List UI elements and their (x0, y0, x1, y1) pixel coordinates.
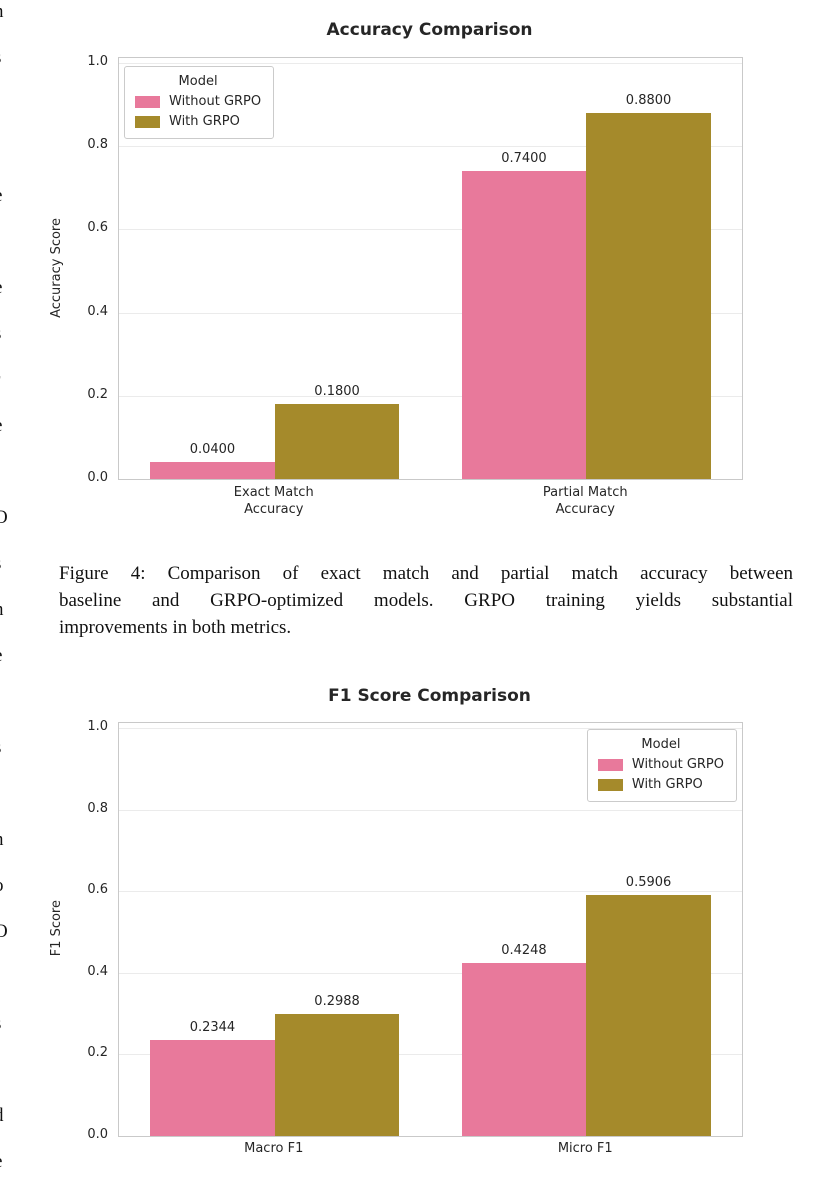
x-axis-category-labels: Macro F1 Micro F1 (118, 1141, 741, 1165)
legend-label: Without GRPO (169, 94, 262, 109)
legend-swatch-without-grpo (597, 758, 623, 771)
bar-value-label: 0.4248 (501, 942, 547, 958)
bar-with-grpo-exact-match-accuracy (274, 404, 400, 479)
bar-without-grpo-partial-match-accuracy (461, 171, 587, 479)
chart-title: F1 Score Comparison (328, 686, 531, 706)
category-label-macro-f1: Macro F1 (244, 1141, 304, 1156)
bar-value-label: 0.8800 (625, 92, 672, 108)
legend-swatch-with-grpo (597, 778, 623, 791)
y-axis-label: F1 Score (48, 900, 64, 957)
y-axis-ticks: 0.0 0.2 0.4 0.6 0.8 1.0 (66, 54, 108, 485)
legend-title: Model (178, 74, 218, 89)
gridline-0.4 (119, 312, 742, 314)
category-label-partial-match-accuracy: Partial Match Accuracy (542, 485, 628, 517)
margin-text-fragment: s (0, 1014, 1, 1033)
x-axis-category-labels: Exact Match Accuracy Partial Match Accuracy (118, 485, 741, 527)
margin-text-fragment: e (0, 416, 2, 435)
margin-text-fragment: O (0, 921, 8, 942)
bar-with-grpo-micro-f1 (586, 895, 711, 1136)
legend-label: Without GRPO (631, 757, 724, 772)
category-label-exact-match-accuracy: Exact Match Accuracy (233, 485, 314, 517)
legend-swatch-without-grpo (135, 95, 160, 108)
bar-with-grpo-partial-match-accuracy (586, 112, 711, 479)
chart-title: Accuracy Comparison (326, 20, 533, 40)
y-tick-label: 0.8 (87, 800, 108, 816)
bar-value-label: 0.1800 (314, 384, 360, 400)
bar-value-label: 0.0400 (189, 442, 236, 458)
margin-text-fragment: s (0, 324, 1, 343)
y-tick-label: 0.2 (87, 1045, 108, 1061)
margin-text-fragment: n (0, 600, 4, 619)
legend-label: With GRPO (169, 114, 240, 129)
gridline-0.8 (119, 146, 742, 148)
gridline-0.6 (119, 229, 742, 231)
legend-title: Model (641, 737, 681, 752)
gridline-0.8 (119, 809, 742, 811)
bar-value-label: 0.5906 (625, 875, 672, 891)
legend-item-without-grpo: Without GRPO (135, 94, 261, 109)
caption-line: baseline and GRPO-optimized models. GRPO… (59, 590, 793, 611)
bar-without-grpo-exact-match-accuracy (150, 462, 275, 479)
y-tick-label: 0.0 (87, 470, 108, 485)
margin-text-fragment: n (0, 2, 4, 21)
y-tick-label: 0.8 (87, 137, 108, 153)
y-axis-label: Accuracy Score (48, 217, 64, 318)
y-tick-label: 0.2 (87, 386, 108, 402)
margin-text-fragment: d (0, 1106, 4, 1125)
y-axis-label-wrap: F1 Score (46, 722, 66, 1135)
legend-item-with-grpo: With GRPO (135, 114, 261, 129)
gridline-1.0 (119, 63, 742, 64)
margin-text-fragment: e (0, 646, 2, 665)
y-tick-label: 0.6 (87, 220, 108, 236)
y-tick-label: 1.0 (87, 719, 108, 734)
y-tick-label: 0.4 (87, 963, 108, 979)
bar-value-label: 0.7400 (501, 151, 547, 167)
margin-text-fragment: s (0, 48, 1, 67)
gridline-0.4 (119, 972, 742, 974)
margin-text-fragment: s (0, 554, 1, 573)
gridline-1.0 (119, 728, 742, 729)
margin-text-fragment: e (0, 1152, 2, 1171)
gridline-0.2 (119, 395, 742, 397)
plot-area: 0.0400 0.7400 0.1800 0.8800 Model Without GRP… (118, 57, 743, 480)
y-tick-label: 1.0 (87, 54, 108, 69)
y-axis-ticks: 0.0 0.2 0.4 0.6 0.8 1.0 (66, 719, 108, 1142)
legend-swatch-with-grpo (135, 115, 160, 128)
figure-caption: Figure 4: Comparison of exact match and … (59, 560, 793, 641)
bar-with-grpo-macro-f1 (274, 1014, 400, 1136)
caption-line: Figure 4: Comparison of exact match and … (59, 563, 793, 584)
legend-label: With GRPO (631, 777, 703, 792)
legend-item-without-grpo: Without GRPO (597, 757, 724, 772)
bar-value-label: 0.2988 (314, 994, 360, 1010)
margin-text-fragment: O (0, 507, 8, 528)
margin-text-fragment: o (0, 876, 4, 895)
y-tick-label: 0.0 (87, 1127, 108, 1142)
category-label-micro-f1: Micro F1 (557, 1141, 613, 1156)
plot-area: 0.2344 0.4248 0.2988 0.5906 Model Without GRP… (118, 722, 743, 1137)
gridline-0.2 (119, 1054, 742, 1056)
margin-text-fragment: n (0, 830, 4, 849)
caption-line: improvements in both metrics. (59, 617, 292, 638)
gridline-0.6 (119, 891, 742, 893)
bar-without-grpo-micro-f1 (461, 962, 587, 1136)
legend: Model Without GRPO With GRPO (124, 66, 275, 139)
margin-text-fragment: e (0, 186, 2, 205)
y-tick-label: 0.4 (87, 303, 108, 319)
legend: Model Without GRPO With GRPO (586, 729, 737, 802)
y-tick-label: 0.6 (87, 882, 108, 898)
margin-text-fragment: e (0, 278, 2, 297)
bar-without-grpo-macro-f1 (150, 1040, 275, 1136)
bar-value-label: 0.2344 (189, 1020, 236, 1036)
y-axis-label-wrap: Accuracy Score (46, 57, 66, 478)
legend-item-with-grpo: With GRPO (597, 777, 724, 792)
margin-text-fragment: s (0, 738, 1, 757)
